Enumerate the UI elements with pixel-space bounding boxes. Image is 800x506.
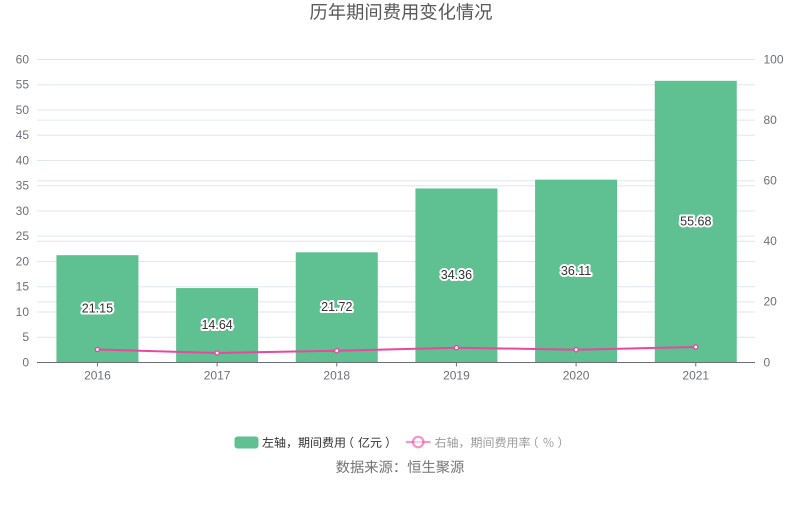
svg-text:2021: 2021: [682, 369, 709, 383]
svg-text:100: 100: [764, 52, 784, 66]
svg-text:21.15: 21.15: [82, 302, 113, 316]
svg-text:55.68: 55.68: [680, 214, 711, 228]
svg-text:55: 55: [16, 78, 30, 92]
svg-text:5: 5: [22, 330, 29, 344]
svg-text:36.11: 36.11: [561, 264, 591, 278]
svg-text:10: 10: [16, 305, 30, 319]
svg-text:2018: 2018: [323, 369, 350, 383]
svg-text:34.36: 34.36: [441, 268, 472, 282]
svg-text:60: 60: [764, 174, 778, 188]
svg-text:20: 20: [764, 295, 778, 309]
svg-text:15: 15: [16, 280, 30, 294]
svg-text:0: 0: [764, 355, 771, 369]
svg-text:0: 0: [22, 355, 29, 369]
svg-text:2017: 2017: [204, 369, 231, 383]
svg-text:2019: 2019: [443, 369, 470, 383]
svg-text:14.64: 14.64: [201, 318, 232, 332]
svg-text:2020: 2020: [563, 369, 590, 383]
svg-text:20: 20: [16, 254, 30, 268]
svg-text:40: 40: [764, 234, 778, 248]
svg-text:40: 40: [16, 153, 30, 167]
svg-text:30: 30: [16, 204, 30, 218]
svg-text:45: 45: [16, 128, 30, 142]
svg-text:25: 25: [16, 229, 30, 243]
svg-text:2016: 2016: [84, 369, 111, 383]
svg-text:80: 80: [764, 113, 778, 127]
svg-text:35: 35: [16, 179, 30, 193]
svg-text:60: 60: [16, 52, 30, 66]
svg-text:50: 50: [16, 103, 30, 117]
svg-text:21.72: 21.72: [321, 300, 352, 314]
